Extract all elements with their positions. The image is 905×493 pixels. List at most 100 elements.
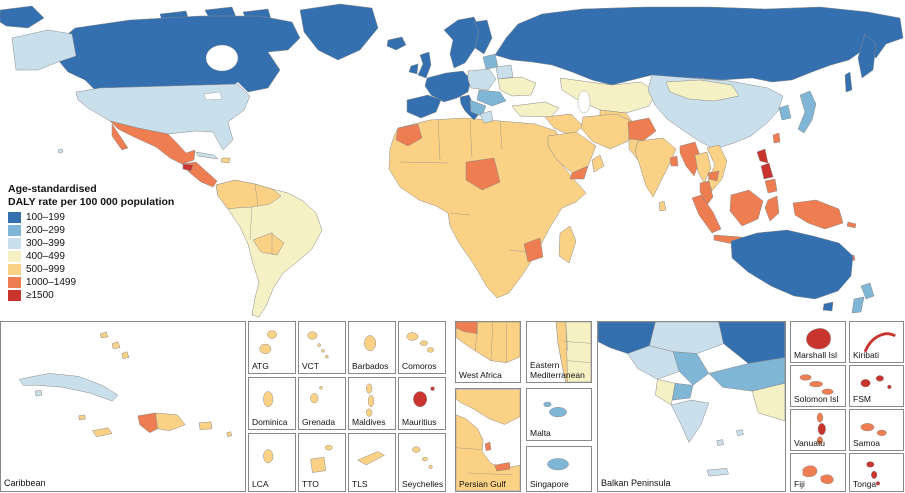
inset-grenada: Grenada bbox=[298, 377, 346, 430]
trinidad bbox=[310, 456, 327, 473]
inset-label-barbados: Barbados bbox=[352, 360, 389, 371]
tonga-map bbox=[866, 461, 881, 486]
gulf-borders bbox=[456, 447, 513, 476]
dominica-map bbox=[263, 391, 274, 408]
kazakhstan bbox=[559, 77, 657, 114]
legend-swatch bbox=[8, 264, 21, 276]
hawaii bbox=[57, 148, 64, 154]
inset-label-vct: VCT bbox=[302, 360, 319, 371]
west-africa-orange-country bbox=[456, 322, 478, 334]
timor-island bbox=[357, 451, 385, 466]
inset-tonga: Tonga bbox=[849, 453, 904, 492]
mongolia bbox=[665, 79, 740, 102]
barbuda-island bbox=[266, 330, 278, 339]
tasmania bbox=[822, 301, 834, 312]
sakhalin bbox=[844, 71, 853, 93]
carriacou bbox=[319, 385, 323, 390]
dominica-island bbox=[263, 391, 274, 408]
legend-item-label: 100–199 bbox=[26, 212, 65, 224]
legend-swatch bbox=[8, 238, 21, 250]
united-kingdom bbox=[417, 51, 432, 79]
legend-item-label: ≥1500 bbox=[26, 290, 54, 302]
legend-title-line2: DALY rate per 100 000 population bbox=[8, 196, 175, 209]
world-map bbox=[0, 3, 904, 318]
cuba-main bbox=[195, 151, 219, 160]
bahamas bbox=[100, 331, 130, 359]
russia bbox=[494, 6, 904, 86]
inset-label-dominica: Dominica bbox=[252, 416, 288, 427]
inset-tls: TLS bbox=[348, 433, 396, 492]
east-med-borders bbox=[563, 322, 591, 363]
sa-borders bbox=[249, 183, 273, 255]
greece-main bbox=[479, 110, 494, 124]
baja-california bbox=[111, 123, 129, 151]
vanuatu-map bbox=[816, 412, 826, 445]
legend-item: 200–299 bbox=[8, 225, 174, 237]
inset-solomon: Solomon Isl bbox=[790, 365, 846, 407]
bolivia-paraguay bbox=[252, 232, 285, 256]
vanuatu-1 bbox=[816, 412, 823, 423]
comoros-map bbox=[406, 332, 435, 353]
venezuela-colombia bbox=[215, 179, 282, 210]
jamaica bbox=[92, 427, 113, 437]
inset-fsm: FSM bbox=[849, 365, 904, 407]
inset-label-mauritius: Mauritius bbox=[402, 416, 437, 427]
inset-label-tls: TLS bbox=[352, 478, 368, 489]
south-america bbox=[215, 179, 323, 318]
india bbox=[634, 137, 677, 198]
malta-map bbox=[543, 401, 567, 418]
cuba bbox=[18, 373, 119, 402]
st-vincent-island bbox=[307, 331, 318, 340]
grenadine-2 bbox=[321, 349, 325, 353]
central-africa-orange bbox=[465, 157, 501, 191]
iberia bbox=[406, 94, 442, 119]
inset-label-lca: LCA bbox=[252, 478, 269, 489]
grande-comore bbox=[406, 332, 419, 341]
inset-label-malta: Malta bbox=[530, 427, 551, 438]
grenada-island bbox=[310, 393, 319, 404]
east-med-coastal bbox=[555, 322, 568, 382]
finland bbox=[473, 19, 493, 55]
dominican-republic bbox=[155, 412, 186, 431]
italy bbox=[459, 94, 480, 121]
legend-item: 1000–1499 bbox=[8, 277, 174, 289]
balkan-map bbox=[598, 322, 785, 477]
inset-label-vanuatu: Vanuatu bbox=[794, 437, 826, 448]
inset-label-west-africa: West Africa bbox=[459, 369, 502, 380]
inset-marshall: Marshall Isl bbox=[790, 321, 846, 363]
inset-label-samoa: Samoa bbox=[853, 437, 880, 448]
iceland bbox=[386, 36, 407, 51]
puerto-rico bbox=[198, 421, 213, 430]
balkan-macedonia bbox=[671, 383, 694, 401]
mahe bbox=[412, 446, 421, 453]
inset-tto: TTO bbox=[298, 433, 346, 492]
korea bbox=[778, 104, 792, 121]
gulf-north-land bbox=[456, 389, 520, 425]
canada bbox=[54, 15, 301, 97]
kiribati-atoll bbox=[864, 332, 896, 352]
legend-item-label: 1000–1499 bbox=[26, 277, 77, 289]
legend-item: ≥1500 bbox=[8, 290, 174, 302]
haiti bbox=[137, 412, 158, 433]
antigua-island bbox=[259, 343, 272, 354]
madagascar bbox=[558, 225, 577, 264]
vanuatu-3 bbox=[816, 436, 823, 445]
legend-title-line1: Age-standardised bbox=[8, 183, 97, 195]
new-guinea bbox=[792, 199, 844, 230]
western-europe bbox=[424, 70, 472, 103]
legend-swatch bbox=[8, 290, 21, 302]
inset-fiji: Fiji bbox=[790, 453, 846, 492]
inset-label-tonga: Tonga bbox=[853, 478, 877, 489]
inset-balkan: Balkan Peninsula bbox=[597, 321, 786, 492]
inset-vct: VCT bbox=[298, 321, 346, 374]
inset-caribbean: Caribbean bbox=[0, 321, 246, 492]
inset-label-seychelles: Seychelles bbox=[402, 478, 444, 489]
balkan-greece bbox=[670, 399, 710, 443]
tto-map bbox=[310, 445, 333, 473]
fsm-2 bbox=[875, 375, 884, 382]
inset-comoros: Comoros bbox=[398, 321, 446, 374]
tonga-1 bbox=[866, 461, 875, 468]
greenland bbox=[299, 3, 379, 61]
vanua-levu bbox=[820, 474, 834, 485]
